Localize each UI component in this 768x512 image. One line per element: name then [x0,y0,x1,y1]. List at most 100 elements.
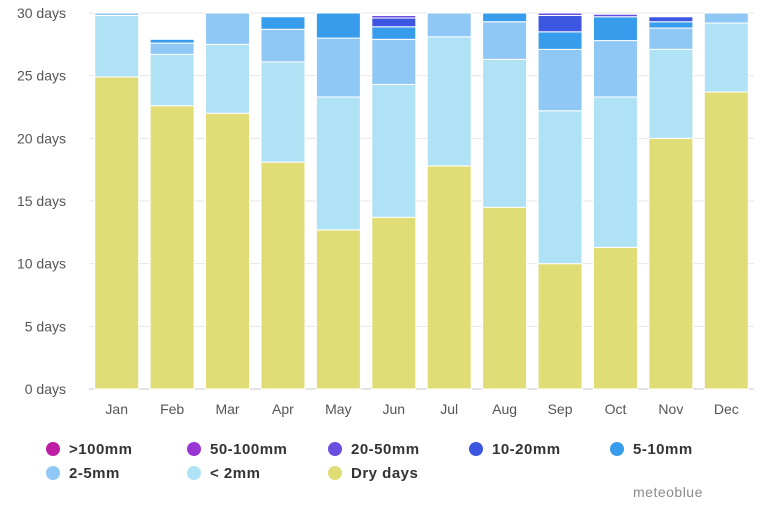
bar-segment[interactable] [426,12,472,38]
bar-segment[interactable] [260,28,306,63]
bar-segment[interactable] [260,61,306,163]
bar-segment[interactable] [371,15,417,19]
bar-segment[interactable] [315,229,361,390]
bar-segment[interactable] [94,76,140,390]
x-tick-label: Jun [383,401,406,417]
bar-segment[interactable] [537,110,583,265]
legend-item-gt100mm[interactable]: >100mm [46,438,132,460]
legend-item-lt2mm[interactable]: < 2mm [187,462,260,484]
x-tick-label: Oct [605,401,627,417]
legend-item-dry-days[interactable]: Dry days [328,462,418,484]
bar-segment[interactable] [648,27,694,50]
legend-label-lt2mm: < 2mm [210,464,261,482]
legend-label-gt100mm: >100mm [69,440,133,458]
bar-segment[interactable] [537,31,583,50]
bar-segment[interactable] [537,263,583,390]
bar-segment[interactable] [482,21,528,60]
bar-segment[interactable] [592,246,638,390]
grid-lines [89,12,754,390]
bar-segment[interactable] [371,83,417,218]
x-tick-label: May [325,401,351,417]
legend-swatch-20-50mm [328,442,342,456]
legend-label-10-20mm: 10-20mm [492,440,561,458]
y-tick-label: 25 days [17,68,66,84]
legend: >100mm 50-100mm 20-50mm 10-20mm 5-10mm 2… [46,438,746,488]
bar-segment[interactable] [371,38,417,85]
bar-segment[interactable] [205,112,251,390]
bar-segment[interactable] [592,40,638,98]
legend-item-50-100mm[interactable]: 50-100mm [187,438,287,460]
bar-segment[interactable] [592,16,638,42]
y-tick-label: 30 days [17,5,66,21]
bar-segment[interactable] [315,96,361,231]
legend-label-50-100mm: 50-100mm [210,440,288,458]
bar-segment[interactable] [482,12,528,23]
x-tick-label: Dec [714,401,739,417]
x-tick-label: Apr [272,401,294,417]
legend-item-10-20mm[interactable]: 10-20mm [469,438,561,460]
legend-label-2-5mm: 2-5mm [69,464,120,482]
legend-item-2-5mm[interactable]: 2-5mm [46,462,120,484]
bar-segment[interactable] [537,12,583,17]
bar-segment[interactable] [149,38,195,44]
bar-segment[interactable] [315,37,361,98]
bar-segment[interactable] [703,22,749,93]
bar-segment[interactable] [149,53,195,107]
legend-swatch-10-20mm [469,442,483,456]
bars [94,12,749,390]
bar-segment[interactable] [426,36,472,167]
bar-segment[interactable] [703,12,749,24]
x-tick-label: Jul [440,401,458,417]
bar-segment[interactable] [205,43,251,114]
bar-segment[interactable] [537,15,583,33]
y-tick-label: 5 days [25,318,66,334]
legend-label-5-10mm: 5-10mm [633,440,693,458]
bar-segment[interactable] [703,91,749,390]
bar-segment[interactable] [371,17,417,28]
legend-swatch-2-5mm [46,466,60,480]
bar-segment[interactable] [482,206,528,390]
bar-segment[interactable] [648,137,694,390]
y-tick-label: 20 days [17,130,66,146]
legend-swatch-gt100mm [46,442,60,456]
x-tick-label: Nov [658,401,683,417]
bar-segment[interactable] [648,21,694,29]
bar-segment[interactable] [260,161,306,390]
bar-segment[interactable] [315,12,361,39]
bar-segment[interactable] [426,165,472,390]
legend-swatch-lt2mm [187,466,201,480]
meteoblue-credit: meteoblue [633,484,703,500]
legend-item-5-10mm[interactable]: 5-10mm [610,438,693,460]
bar-segment[interactable] [592,96,638,248]
bar-segment[interactable] [94,12,140,17]
legend-swatch-dry-days [328,466,342,480]
bar-segment[interactable] [537,48,583,112]
bar-segment[interactable] [94,15,140,78]
x-tick-label: Feb [160,401,184,417]
x-axis-ticks: Jan Feb Mar Apr May Jun Jul Aug Sep Oct Nov Dec [105,401,738,417]
legend-item-20-50mm[interactable]: 20-50mm [328,438,420,460]
y-tick-label: 10 days [17,256,66,272]
legend-label-20-50mm: 20-50mm [351,440,420,458]
bar-segment[interactable] [592,13,638,18]
bar-segment[interactable] [205,12,251,45]
y-axis-ticks: 0 days 5 days 10 days 15 days 20 days 25 days… [17,5,66,397]
legend-swatch-5-10mm [610,442,624,456]
x-tick-label: Aug [492,401,517,417]
legend-label-dry-days: Dry days [351,464,419,482]
bar-segment[interactable] [371,26,417,40]
legend-swatch-50-100mm [187,442,201,456]
x-tick-label: Sep [548,401,573,417]
bar-segment[interactable] [371,216,417,390]
y-tick-label: 0 days [25,381,66,397]
bar-segment[interactable] [149,42,195,55]
bar-segment[interactable] [482,58,528,208]
bar-segment[interactable] [149,105,195,390]
bar-segment[interactable] [648,16,694,23]
bar-segment[interactable] [260,16,306,30]
y-tick-label: 15 days [17,193,66,209]
bar-segment[interactable] [648,48,694,139]
x-tick-label: Mar [215,401,239,417]
precipitation-chart: 0 days 5 days 10 days 15 days 20 days 25 days… [17,5,754,417]
x-tick-label: Jan [105,401,128,417]
